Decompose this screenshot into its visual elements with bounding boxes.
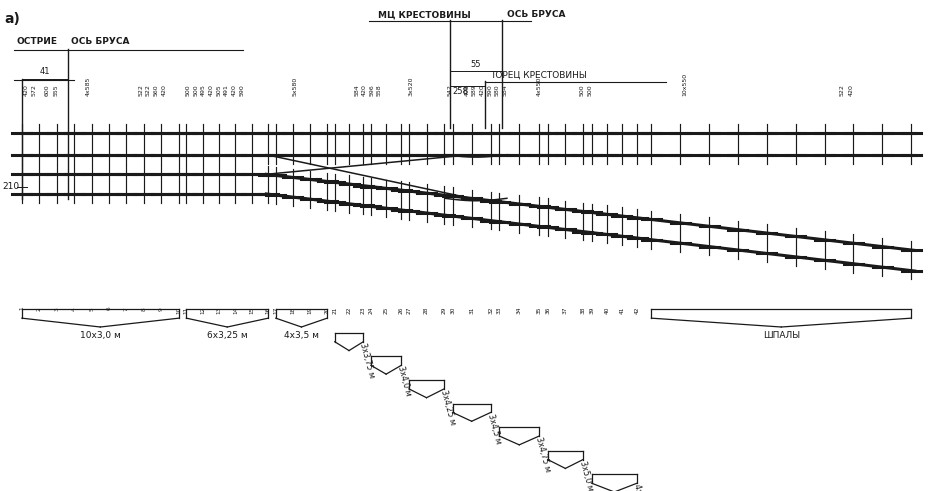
Text: 23: 23	[360, 307, 366, 314]
Text: ШПАЛЫ: ШПАЛЫ	[763, 331, 800, 340]
Text: 560: 560	[153, 84, 159, 96]
Text: 42: 42	[634, 307, 640, 314]
Text: 28: 28	[424, 307, 429, 314]
Text: 505: 505	[216, 84, 222, 96]
Text: 4х550: 4х550	[536, 77, 542, 96]
Text: 3х4,75 м: 3х4,75 м	[534, 436, 553, 473]
Text: 10х3,0 м: 10х3,0 м	[80, 331, 121, 340]
Text: 11: 11	[184, 307, 189, 314]
Text: 420: 420	[479, 84, 485, 96]
Text: 40: 40	[604, 307, 610, 314]
Text: 500: 500	[579, 84, 585, 96]
Text: 29: 29	[441, 307, 447, 314]
Text: 10х550: 10х550	[682, 73, 688, 96]
Text: 24: 24	[368, 307, 374, 314]
Text: 14: 14	[233, 307, 238, 314]
Text: 491: 491	[223, 84, 229, 96]
Text: 13: 13	[217, 307, 222, 314]
Text: 420: 420	[848, 84, 854, 96]
Text: 7: 7	[124, 307, 129, 311]
Text: ТОРЕЦ КРЕСТОВИНЫ: ТОРЕЦ КРЕСТОВИНЫ	[490, 71, 587, 80]
Text: 3х3,75 м: 3х3,75 м	[359, 342, 377, 379]
Text: 16: 16	[265, 307, 271, 314]
Text: 19: 19	[307, 307, 313, 314]
Text: 41: 41	[39, 67, 50, 76]
Text: 30: 30	[450, 307, 456, 314]
Text: 420: 420	[361, 84, 367, 96]
Text: 420: 420	[231, 84, 237, 96]
Text: 25: 25	[383, 307, 389, 314]
Text: 500: 500	[185, 84, 191, 96]
Text: 495: 495	[201, 84, 206, 96]
Text: 3х4,0 м: 3х4,0 м	[397, 365, 413, 397]
Text: ОСЬ БРУСА: ОСЬ БРУСА	[71, 37, 130, 46]
Text: 522: 522	[146, 84, 151, 96]
Text: 558: 558	[377, 84, 382, 96]
Text: 17: 17	[273, 307, 279, 314]
Text: 522: 522	[138, 84, 144, 96]
Text: 584: 584	[354, 84, 359, 96]
Text: 39: 39	[589, 307, 594, 314]
Text: 542: 542	[447, 84, 453, 96]
Text: 33: 33	[496, 307, 502, 314]
Text: 31: 31	[469, 307, 475, 314]
Text: 20: 20	[324, 307, 330, 314]
Text: 572: 572	[31, 84, 37, 96]
Text: ОСЬ БРУСА: ОСЬ БРУСА	[507, 10, 566, 19]
Text: 420: 420	[162, 84, 167, 96]
Text: 27: 27	[406, 307, 412, 314]
Text: 4: 4	[71, 307, 77, 311]
Text: 18: 18	[290, 307, 296, 314]
Text: 4х5,25 м: 4х5,25 м	[632, 483, 650, 491]
Text: 500: 500	[587, 84, 592, 96]
Text: 600: 600	[45, 84, 50, 96]
Text: 3х4,25 м: 3х4,25 м	[439, 389, 457, 426]
Text: 3х520: 3х520	[408, 76, 414, 96]
Text: 405: 405	[464, 84, 470, 96]
Text: 5х580: 5х580	[292, 77, 298, 96]
Text: 590: 590	[240, 84, 245, 96]
Text: 258: 258	[453, 87, 469, 96]
Text: 10: 10	[176, 307, 182, 314]
Text: 420: 420	[24, 84, 29, 96]
Text: 1: 1	[19, 307, 25, 310]
Text: 26: 26	[398, 307, 404, 314]
Text: 3х5,0 м: 3х5,0 м	[578, 460, 594, 491]
Text: 555: 555	[53, 84, 59, 96]
Text: 22: 22	[346, 307, 352, 314]
Text: 15: 15	[249, 307, 254, 314]
Text: 522: 522	[839, 84, 844, 96]
Text: 6: 6	[107, 307, 111, 310]
Text: 36: 36	[545, 307, 551, 314]
Text: 3х4,5 м: 3х4,5 м	[486, 412, 502, 444]
Text: 37: 37	[563, 307, 568, 314]
Text: а): а)	[5, 12, 21, 27]
Text: МЦ КРЕСТОВИНЫ: МЦ КРЕСТОВИНЫ	[378, 10, 472, 19]
Text: 9: 9	[159, 307, 164, 311]
Text: ОСТРИЕ: ОСТРИЕ	[16, 37, 57, 46]
Text: 584: 584	[502, 84, 508, 96]
Text: 34: 34	[516, 307, 522, 314]
Text: 420: 420	[208, 84, 214, 96]
Text: 32: 32	[488, 307, 494, 314]
Text: 4х585: 4х585	[86, 77, 91, 96]
Text: 210: 210	[3, 182, 20, 191]
Text: 580: 580	[495, 84, 500, 96]
Text: 6х3,25 м: 6х3,25 м	[207, 331, 247, 340]
Text: 589: 589	[472, 84, 477, 96]
Text: 41: 41	[619, 307, 625, 314]
Text: 596: 596	[369, 84, 375, 96]
Text: 3: 3	[54, 307, 59, 311]
Text: 500: 500	[193, 84, 199, 96]
Text: 8: 8	[142, 307, 146, 311]
Text: 21: 21	[332, 307, 338, 314]
Text: 38: 38	[580, 307, 586, 314]
Text: 12: 12	[201, 307, 205, 314]
Text: 2: 2	[37, 307, 42, 311]
Text: 55: 55	[471, 60, 481, 69]
Text: 5: 5	[89, 307, 94, 311]
Text: 4х3,5 м: 4х3,5 м	[284, 331, 319, 340]
Text: 35: 35	[536, 307, 542, 314]
Text: 590: 590	[487, 84, 493, 96]
